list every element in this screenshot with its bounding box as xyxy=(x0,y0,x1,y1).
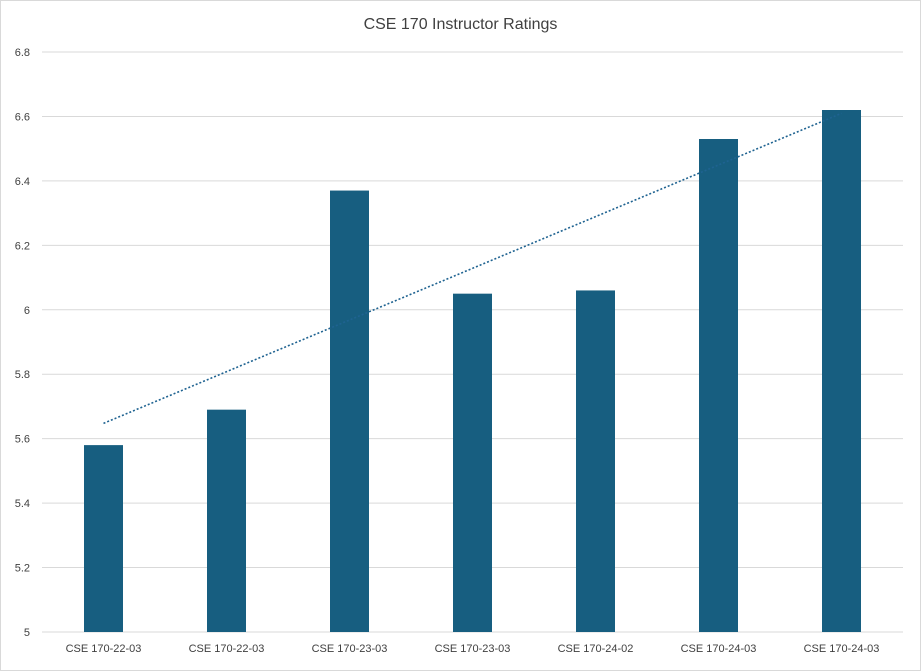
bar xyxy=(576,290,615,632)
x-axis-ticks: CSE 170-22-03 CSE 170-22-03 CSE 170-23-03 C… xyxy=(66,643,880,655)
y-axis-ticks: 5 5.2 5.4 5.6 5.8 6 6.2 6.4 6.6 6.8 xyxy=(15,47,30,639)
y-tick-label: 5.4 xyxy=(15,498,30,510)
x-tick-label: CSE 170-24-03 xyxy=(804,643,880,655)
x-tick-label: CSE 170-24-02 xyxy=(558,643,634,655)
y-tick-label: 6.8 xyxy=(15,47,30,59)
bar xyxy=(84,445,123,632)
y-tick-label: 5.2 xyxy=(15,563,30,575)
y-tick-label: 6.4 xyxy=(15,176,30,188)
y-tick-label: 6 xyxy=(24,305,30,317)
x-tick-label: CSE 170-23-03 xyxy=(312,643,388,655)
y-tick-label: 5.6 xyxy=(15,434,30,446)
bar xyxy=(699,139,738,632)
bar xyxy=(822,110,861,632)
x-tick-label: CSE 170-23-03 xyxy=(435,643,511,655)
x-tick-label: CSE 170-22-03 xyxy=(66,643,142,655)
y-tick-label: 5.8 xyxy=(15,369,30,381)
trendline-layer xyxy=(103,112,842,425)
bar xyxy=(207,409,246,632)
y-tick-label: 6.6 xyxy=(15,111,30,123)
chart-title: CSE 170 Instructor Ratings xyxy=(363,16,558,33)
trendline xyxy=(103,112,842,425)
bars xyxy=(84,110,861,633)
y-tick-label: 5 xyxy=(24,627,30,639)
bar xyxy=(330,190,369,633)
x-tick-label: CSE 170-24-03 xyxy=(681,643,757,655)
x-tick-label: CSE 170-22-03 xyxy=(189,643,265,655)
bar xyxy=(453,293,492,632)
y-tick-label: 6.2 xyxy=(15,240,30,252)
